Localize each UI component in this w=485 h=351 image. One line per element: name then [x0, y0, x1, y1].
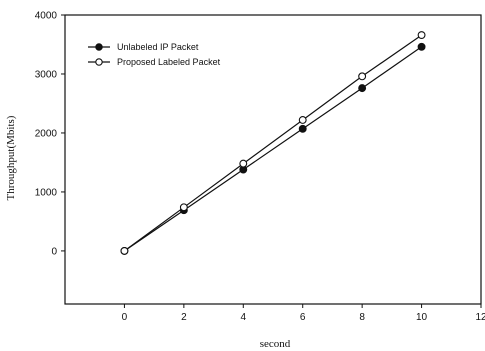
data-point: [120, 246, 129, 255]
y-tick-label: 1000: [35, 187, 58, 198]
y-tick-label: 0: [51, 246, 57, 257]
x-tick-label: 12: [475, 312, 485, 323]
legend-entry-label: Proposed Labeled Packet: [117, 57, 221, 67]
x-tick-label: 6: [300, 312, 306, 323]
axis-ticks: 0 2 4 6 8 10 12 0 1000 2000 3000 4000: [35, 11, 485, 324]
series-2: [120, 31, 426, 255]
data-point: [358, 84, 367, 93]
y-tick-label: 3000: [35, 69, 58, 80]
data-point: [239, 159, 248, 168]
x-tick-label: 8: [359, 312, 365, 323]
legend-marker: [95, 58, 103, 66]
series-line: [124, 46, 422, 252]
x-tick-label: 0: [122, 312, 128, 323]
data-point: [417, 31, 426, 40]
plot-area-border: [64, 14, 482, 305]
series-lines: [120, 31, 426, 255]
x-tick-label: 2: [181, 312, 187, 323]
series-1: [120, 42, 426, 255]
legend-marker: [95, 43, 103, 51]
data-point: [179, 203, 188, 212]
x-tick-label: 4: [241, 312, 247, 323]
data-point: [298, 124, 307, 133]
y-axis-label: Throughput(Mbits): [5, 115, 17, 200]
series-line: [124, 34, 422, 252]
data-point: [298, 116, 307, 124]
legend: Unlabeled IP Packet Proposed Labeled Pack…: [88, 42, 221, 67]
x-axis-label: second: [260, 338, 291, 350]
y-tick-label: 4000: [35, 11, 58, 22]
data-point: [358, 72, 367, 81]
x-tick-label: 10: [416, 312, 428, 323]
y-tick-label: 2000: [35, 128, 58, 139]
legend-entry-label: Unlabeled IP Packet: [117, 42, 199, 52]
plot-frame: [64, 14, 482, 305]
data-point: [417, 42, 426, 51]
